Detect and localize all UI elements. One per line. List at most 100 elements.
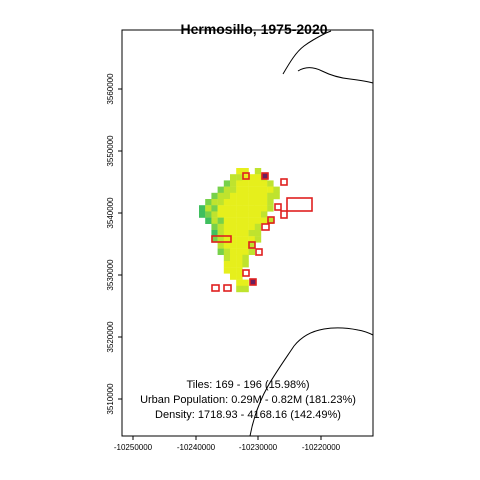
urban-tile: [273, 192, 280, 200]
urban-tile: [211, 211, 218, 218]
urban-tile: [242, 285, 249, 293]
urban-tile: [223, 205, 231, 212]
urban-tile: [230, 261, 237, 268]
stat-density: Density: 1718.93 - 4168.16 (142.49%): [155, 409, 341, 421]
urban-tile: [223, 254, 231, 262]
new-urban-tile: [223, 284, 232, 292]
urban-tile: [261, 199, 268, 206]
urban-tile: [217, 248, 224, 255]
urban-tile: [248, 230, 255, 237]
urban-tile: [242, 261, 249, 268]
urban-tile: [205, 199, 212, 206]
urban-tile: [236, 192, 243, 200]
urban-tile: [248, 248, 255, 255]
y-tick-label: 3560000: [106, 73, 115, 105]
urban-tile: [254, 217, 262, 224]
urban-tile: [254, 199, 262, 206]
urban-tile: [236, 211, 243, 218]
urban-tile: [223, 223, 231, 231]
urban-tile: [242, 217, 249, 224]
urban-tile: [254, 211, 262, 218]
urban-tile: [254, 230, 262, 237]
urban-tile: [248, 242, 255, 249]
urban-tile: [223, 261, 231, 268]
urban-tile: [248, 217, 255, 224]
urban-tile: [261, 192, 268, 200]
urban-tile: [211, 230, 218, 237]
urban-tile: [211, 217, 218, 224]
urban-tile: [248, 180, 255, 187]
urban-tile: [236, 217, 243, 224]
x-tick-label: -10230000: [239, 443, 278, 452]
urban-tile: [223, 236, 231, 243]
stat-tiles: Tiles: 169 - 196 (15.98%): [186, 379, 309, 391]
new-urban-tile: [261, 223, 270, 231]
urban-tile: [217, 223, 224, 231]
y-tick-label: 3550000: [106, 135, 115, 167]
new-urban-tile: [248, 241, 256, 249]
urban-tile: [217, 242, 224, 249]
urban-tile: [205, 205, 212, 212]
urban-tile: [230, 205, 237, 212]
urban-tile: [230, 267, 237, 274]
urban-tile: [205, 217, 212, 224]
new-urban-tile: [261, 172, 269, 180]
urban-tile: [242, 192, 249, 200]
urban-tile: [230, 211, 237, 218]
urban-tile: [217, 236, 224, 243]
urban-tile: [242, 211, 249, 218]
new-urban-tile: [211, 235, 232, 243]
urban-tile: [211, 199, 218, 206]
urban-tile: [242, 236, 249, 243]
urban-tile: [248, 174, 255, 181]
plot-frame: [121, 29, 374, 437]
new-urban-tile: [242, 172, 250, 180]
urban-tile: [248, 186, 255, 193]
urban-tile: [223, 217, 231, 224]
urban-tile: [217, 230, 224, 237]
urban-tile: [267, 217, 274, 224]
urban-tile: [254, 186, 262, 193]
urban-tile: [230, 192, 237, 200]
urban-tile: [242, 230, 249, 237]
urban-tile: [267, 186, 274, 193]
urban-tile: [211, 192, 218, 200]
urban-tile: [242, 186, 249, 193]
urban-tile: [223, 267, 231, 274]
urban-tile: [254, 223, 262, 231]
urban-tile: [261, 217, 268, 224]
urban-tile: [267, 205, 274, 212]
urban-tile: [199, 211, 206, 218]
urban-tile: [205, 211, 212, 218]
urban-tile: [217, 199, 224, 206]
urban-tile: [242, 223, 249, 231]
x-axis: -10250000 -10240000 -10230000 -10220000: [114, 436, 341, 452]
urban-tile: [236, 254, 243, 262]
urban-tile: [261, 180, 268, 187]
urban-tile: [230, 230, 237, 237]
new-urban-tile: [211, 284, 220, 292]
urban-tile: [242, 180, 249, 187]
urban-tile: [236, 273, 243, 280]
stat-population: Urban Population: 0.29M - 0.82M (181.23%…: [140, 394, 356, 406]
urban-tile: [254, 174, 262, 181]
urban-tile: [236, 279, 243, 286]
urban-tile: [230, 236, 237, 243]
urban-tile: [217, 211, 224, 218]
urban-tile: [242, 199, 249, 206]
urban-tile: [267, 199, 274, 206]
urban-tile: [236, 205, 243, 212]
urban-tile: [248, 211, 255, 218]
urban-tile: [230, 217, 237, 224]
coastline-north: [282, 30, 374, 84]
urban-tile: [242, 279, 249, 286]
urban-tile: [242, 168, 249, 175]
urban-tile: [230, 186, 237, 193]
new-urban-tile: [255, 248, 263, 256]
new-urban-tile: [286, 197, 313, 212]
urban-tile: [223, 180, 231, 187]
coastline-south: [249, 327, 374, 437]
urban-tile: [242, 174, 249, 181]
urban-tile: [236, 285, 243, 293]
